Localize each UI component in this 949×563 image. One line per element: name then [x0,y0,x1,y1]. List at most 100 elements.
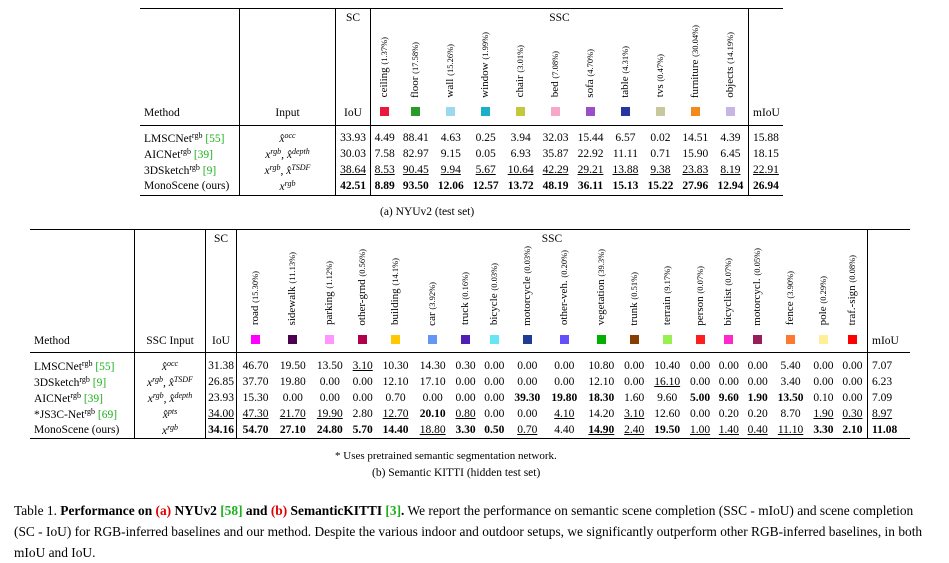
class-label: building (14.1%) [389,258,402,326]
caption-cite-nyuv2[interactable]: [58] [220,503,243,518]
class-label: pole (0.29%) [816,276,829,326]
class-color-swatch [725,107,735,117]
class-label: ceiling (1.37%) [378,37,391,98]
class-color-swatch [411,107,421,117]
method-heading: Method [30,245,135,353]
class-column-motorcycl-: motorcycl. (0.05%) [743,246,772,353]
class-value-cell: 14.90 [582,422,620,440]
method-cell: AICNetrgb [39] [140,146,240,163]
caption-prefix: Table 1. [14,503,61,518]
method-cell: MonoScene (ours) [30,422,135,440]
class-value-cell: 0.00 [747,375,768,388]
class-value-cell: 0.20 [747,407,768,420]
class-column-table: table (4.31%) [608,25,643,126]
class-value-cell: 0.00 [842,391,863,404]
class-value-cell: 0.00 [714,352,744,375]
citation-link[interactable]: [9] [202,164,217,177]
citation-link[interactable]: [55] [205,132,225,145]
class-value-cell: 0.40 [743,422,773,440]
citation-link[interactable]: [39] [83,392,103,405]
iou-cell: 33.93 [335,124,371,147]
class-value-cell: 14.20 [588,407,615,420]
class-color-swatch [489,334,499,344]
class-color-swatch [596,334,606,344]
class-color-swatch [559,334,569,344]
class-value-cell: 5.40 [772,352,810,375]
class-value-cell: 4.10 [554,407,575,420]
class-value-cell: 19.50 [274,352,312,375]
class-value-cell: 0.70 [385,391,406,404]
class-label: trunk (0.51%) [627,271,640,326]
class-label: car (3.92%) [426,281,439,326]
class-label: objects (14.19%) [723,31,736,98]
class-color-swatch [786,334,796,344]
class-column-sofa: sofa (4.70%) [573,25,608,126]
class-value-cell: 13.50 [311,352,349,375]
class-value-cell: 0.00 [282,391,303,404]
class-color-swatch [428,334,438,344]
class-label: sidewalk (11.13%) [286,251,299,326]
class-column-bicyclist: bicyclist (0.07%) [714,246,743,353]
class-value-cell: 22.92 [577,147,604,160]
caption-label-a[interactable]: (a) [155,503,172,518]
class-value-cell: 0.00 [690,407,711,420]
class-color-swatch [461,334,471,344]
method-cell: 3DSketchrgb [9] [140,162,240,179]
class-color-swatch [481,107,491,117]
class-column-road: road (15.30%) [237,246,275,353]
class-value-cell: 0.00 [685,352,715,375]
class-color-swatch [516,107,526,117]
caption-bold-3: and [242,503,271,518]
class-value-cell: 0.70 [508,422,546,440]
iou-cell: 34.00 [205,406,237,423]
caption-label-b[interactable]: (b) [270,503,288,518]
class-color-swatch [847,334,857,344]
class-value-cell: 14.30 [414,352,452,375]
ssc-heading: SSC [236,229,868,246]
class-label: fence (3.90%) [784,271,797,326]
class-color-swatch [586,107,595,117]
miou-cell: 7.07 [867,352,910,375]
class-value-cell: 0.00 [352,391,373,404]
semantickitti-results-table: SC SSC Method SSC Input IoU road (15.30%) side… [30,229,910,440]
class-value-cell: 13.50 [777,391,804,404]
class-value-cell: 39.30 [514,391,541,404]
class-value-cell: 90.45 [402,163,429,176]
class-value-cell: 8.70 [780,407,801,420]
class-value-cell: 11.11 [612,147,638,160]
class-label: table (4.31%) [618,45,631,98]
class-color-swatch [620,107,630,117]
class-label: traf.-sign (0.08%) [845,254,858,326]
iou-cell: 30.03 [335,146,371,163]
class-value-cell: 15.90 [682,147,709,160]
class-label: truck (0.16%) [459,272,472,326]
class-value-cell: 17.10 [419,375,446,388]
caption-cite-kitti[interactable]: [3] [385,503,402,518]
class-value-cell: 0.30 [842,407,863,420]
class-column-traf-sign: traf.-sign (0.08%) [838,246,868,353]
class-value-cell: 12.57 [468,178,504,196]
citation-link[interactable]: [69] [97,408,118,421]
class-value-cell: 0.00 [319,375,340,388]
class-value-cell: 0.00 [508,352,546,375]
method-cell: *JS3C-Netrgb [69] [30,406,135,423]
miou-cell: 22.91 [748,162,783,179]
class-label: bicyclist (0.07%) [722,257,735,326]
class-color-swatch [818,334,828,344]
input-cell: x̂pts [134,406,206,423]
class-value-cell: 13.88 [612,163,639,176]
class-value-cell: 9.94 [440,163,461,176]
class-value-cell: 4.39 [712,124,749,147]
citation-link[interactable]: [55] [95,360,115,373]
pretrained-note: * Uses pretrained semantic segmentation … [335,450,557,462]
citation-link[interactable]: [9] [92,376,107,389]
iou-cell: 34.16 [205,422,237,440]
class-value-cell: 8.53 [374,163,395,176]
citation-link[interactable]: [39] [193,148,213,161]
class-value-cell: 0.10 [813,391,834,404]
class-value-cell: 4.40 [545,422,583,440]
class-value-cell: 19.90 [316,407,343,420]
class-value-cell: 1.90 [813,407,834,420]
class-value-cell: 12.06 [433,178,469,196]
class-value-cell: 9.38 [650,163,671,176]
